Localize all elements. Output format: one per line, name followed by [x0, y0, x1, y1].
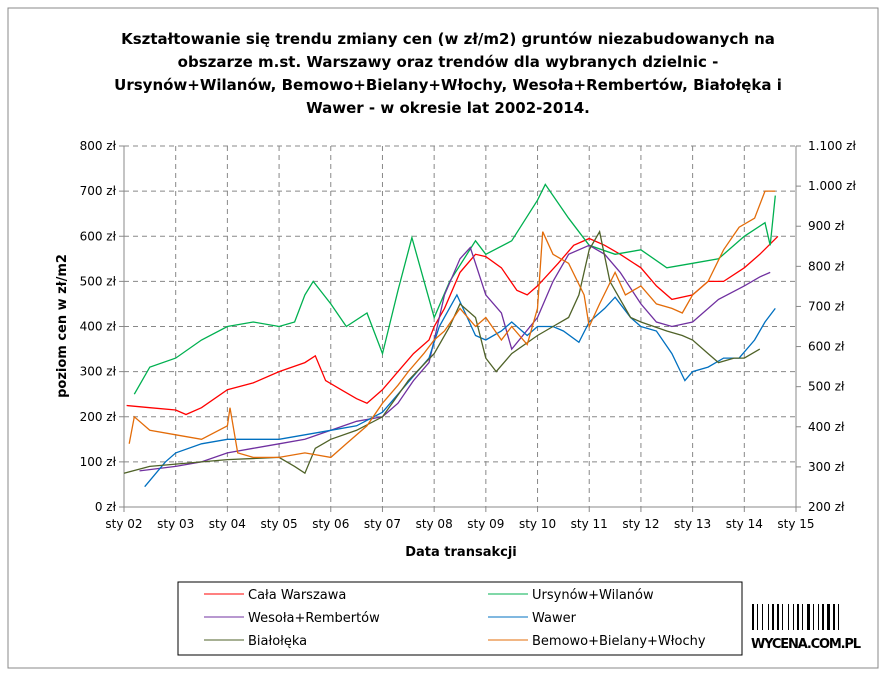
y2-tick-label: 300 zł [808, 460, 845, 474]
x-tick-label: sty 12 [622, 517, 659, 531]
y-tick-label: 800 zł [80, 139, 117, 153]
x-tick-label: sty 06 [312, 517, 349, 531]
barcode-bar [782, 604, 783, 630]
barcode-bar [757, 604, 758, 630]
series-line-4 [123, 229, 761, 475]
legend-items: Cała Warszawa Ursynów+Wilanów Wesoła+Rembe… [204, 588, 706, 649]
series-line-3 [144, 293, 776, 488]
y2-tick-label: 1.000 zł [808, 179, 856, 193]
y2-tick-label: 700 zł [808, 299, 845, 313]
series-line-0 [126, 235, 779, 416]
y2-tick-label: 600 zł [808, 340, 845, 354]
barcode-bar [793, 604, 794, 630]
x-tick-label: sty 04 [209, 517, 246, 531]
y2-tick-label: 1.100 zł [808, 139, 856, 153]
x-tick-label: sty 15 [777, 517, 814, 531]
barcode-bar [772, 604, 774, 630]
barcode-bar [833, 604, 835, 630]
x-tick-label: sty 13 [674, 517, 711, 531]
series-line-5 [128, 190, 776, 459]
barcode-bar [838, 604, 839, 630]
legend-label: Ursynów+Wilanów [532, 588, 654, 603]
barcode-bar [822, 604, 824, 630]
y-tick-label: 500 zł [80, 274, 117, 288]
barcode-bar [762, 604, 763, 630]
legend-label: Wesoła+Rembertów [248, 611, 380, 626]
barcode-bar [818, 604, 819, 630]
title-line: Ursynów+Wilanów, Bemowo+Bielany+Włochy, … [114, 76, 782, 94]
y-tick-label: 400 zł [80, 320, 117, 334]
barcode-bar [788, 604, 789, 630]
x-tick-label: sty 09 [467, 517, 504, 531]
legend-label: Cała Warszawa [248, 588, 346, 603]
y-tick-label: 300 zł [80, 365, 117, 379]
x-tick-label: sty 10 [519, 517, 556, 531]
x-tick-label: sty 08 [416, 517, 453, 531]
y-tick-label: 0 zł [95, 500, 117, 514]
y-axis-label: poziom cen w zł/m2 [55, 254, 70, 398]
barcode-bar [797, 604, 799, 630]
barcode-bar [813, 604, 814, 630]
x-tick-label: sty 11 [571, 517, 608, 531]
y-tick-label: 200 zł [80, 410, 117, 424]
y-tick-label: 100 zł [80, 455, 117, 469]
barcode-bar [752, 604, 754, 630]
title-line: obszarze m.st. Warszawy oraz trendów dla… [178, 53, 719, 71]
logo-text: WYCENA.COM.PL [751, 637, 861, 652]
y2-tick-label: 400 zł [808, 420, 845, 434]
y2-tick-label: 800 zł [808, 259, 845, 273]
x-tick-label: sty 05 [260, 517, 297, 531]
axes: sty 02 sty 03 sty 04 sty 05 sty 06 sty 07 sty … [80, 139, 857, 531]
y-tick-label: 600 zł [80, 229, 117, 243]
title-line: Wawer - w okresie lat 2002-2014. [306, 99, 590, 117]
legend-label: Bemowo+Bielany+Włochy [532, 634, 706, 649]
barcode-bar [807, 604, 810, 630]
legend-label: Białołęka [248, 634, 307, 649]
barcode-bar [827, 604, 830, 630]
legend [177, 581, 743, 656]
x-tick-label: sty 07 [364, 517, 401, 531]
legend-label: Wawer [532, 611, 577, 626]
y2-tick-label: 900 zł [808, 219, 845, 233]
title-line: Kształtowanie się trendu zmiany cen (w z… [121, 30, 775, 48]
series-lines [123, 183, 779, 488]
y2-tick-label: 500 zł [808, 380, 845, 394]
x-tick-label: sty 03 [157, 517, 194, 531]
chart-title: Kształtowanie się trendu zmiany cen (w z… [114, 30, 782, 117]
y-tick-label: 700 zł [80, 184, 117, 198]
y2-tick-label: 200 zł [808, 500, 845, 514]
barcode-bar [768, 604, 769, 630]
barcode-bar [802, 604, 803, 630]
series-line-1 [133, 183, 776, 395]
barcode-bar [777, 604, 779, 630]
logo: WYCENA.COM.PL [751, 604, 861, 652]
x-tick-label: sty 02 [105, 517, 142, 531]
series-line-2 [139, 244, 771, 472]
x-tick-label: sty 14 [726, 517, 763, 531]
x-axis-label: Data transakcji [405, 545, 517, 560]
